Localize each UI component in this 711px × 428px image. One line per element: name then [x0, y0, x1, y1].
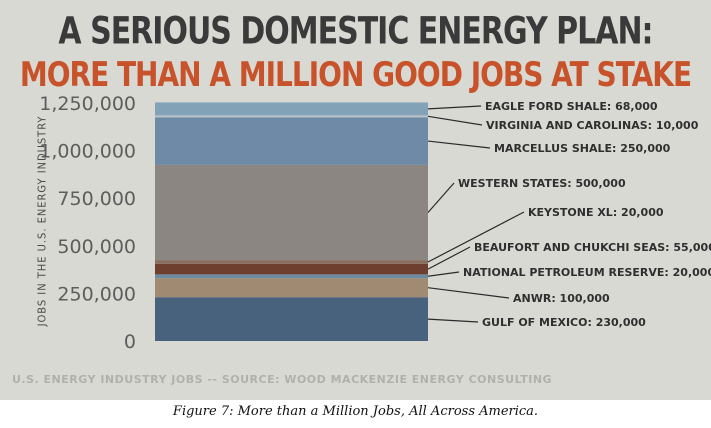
chart-title: A SERIOUS DOMESTIC ENERGY PLAN:	[58, 9, 653, 54]
y-tick-label: 1,000,000	[39, 141, 136, 163]
callout-line	[427, 287, 510, 299]
segment-label: BEAUFORT AND CHUKCHI SEAS: 55,000	[474, 241, 711, 254]
segment-label: WESTERN STATES: 500,000	[458, 177, 626, 190]
segment-label: MARCELLUS SHALE: 250,000	[494, 142, 671, 155]
bar-segment	[155, 274, 428, 279]
source-note: U.S. ENERGY INDUSTRY JOBS -- SOURCE: WOO…	[12, 373, 553, 386]
bar-segment	[155, 278, 428, 298]
callout-line	[427, 182, 455, 213]
segment-label: VIRGINIA AND CAROLINAS: 10,000	[486, 119, 699, 132]
callout-line	[427, 105, 482, 110]
figure-caption: Figure 7: More than a Million Jobs, All …	[172, 404, 539, 419]
callout-line	[427, 115, 483, 126]
y-tick-label: 500,000	[57, 236, 136, 258]
y-tick-label: 750,000	[57, 188, 136, 210]
callout-line	[427, 318, 479, 323]
segment-label: ANWR: 100,000	[513, 292, 610, 305]
y-tick-label: 0	[124, 331, 136, 353]
bar-segment	[155, 102, 428, 116]
bar-segment	[155, 297, 428, 341]
callout-line	[427, 246, 471, 270]
segment-label: NATIONAL PETROLEUM RESERVE: 20,000	[463, 266, 711, 279]
callout-line	[427, 271, 460, 277]
bar-segment	[155, 260, 428, 264]
bar-segment	[155, 115, 428, 118]
y-tick-label: 250,000	[57, 283, 136, 305]
bar-segment	[155, 263, 428, 275]
bar-segment	[155, 117, 428, 165]
segment-label: KEYSTONE XL: 20,000	[528, 206, 664, 219]
bar-segment	[155, 164, 428, 261]
stacked-bar-chart: 0 250,000 500,000 750,000 1,000,000 1,250,000…	[39, 93, 711, 353]
chart-subtitle: MORE THAN A MILLION GOOD JOBS AT STAKE	[19, 54, 692, 95]
callout-line	[427, 140, 491, 149]
segment-label: GULF OF MEXICO: 230,000	[482, 316, 646, 329]
segment-label: EAGLE FORD SHALE: 68,000	[485, 100, 658, 113]
y-tick-label: 1,250,000	[39, 93, 136, 115]
callout-line	[427, 211, 525, 263]
